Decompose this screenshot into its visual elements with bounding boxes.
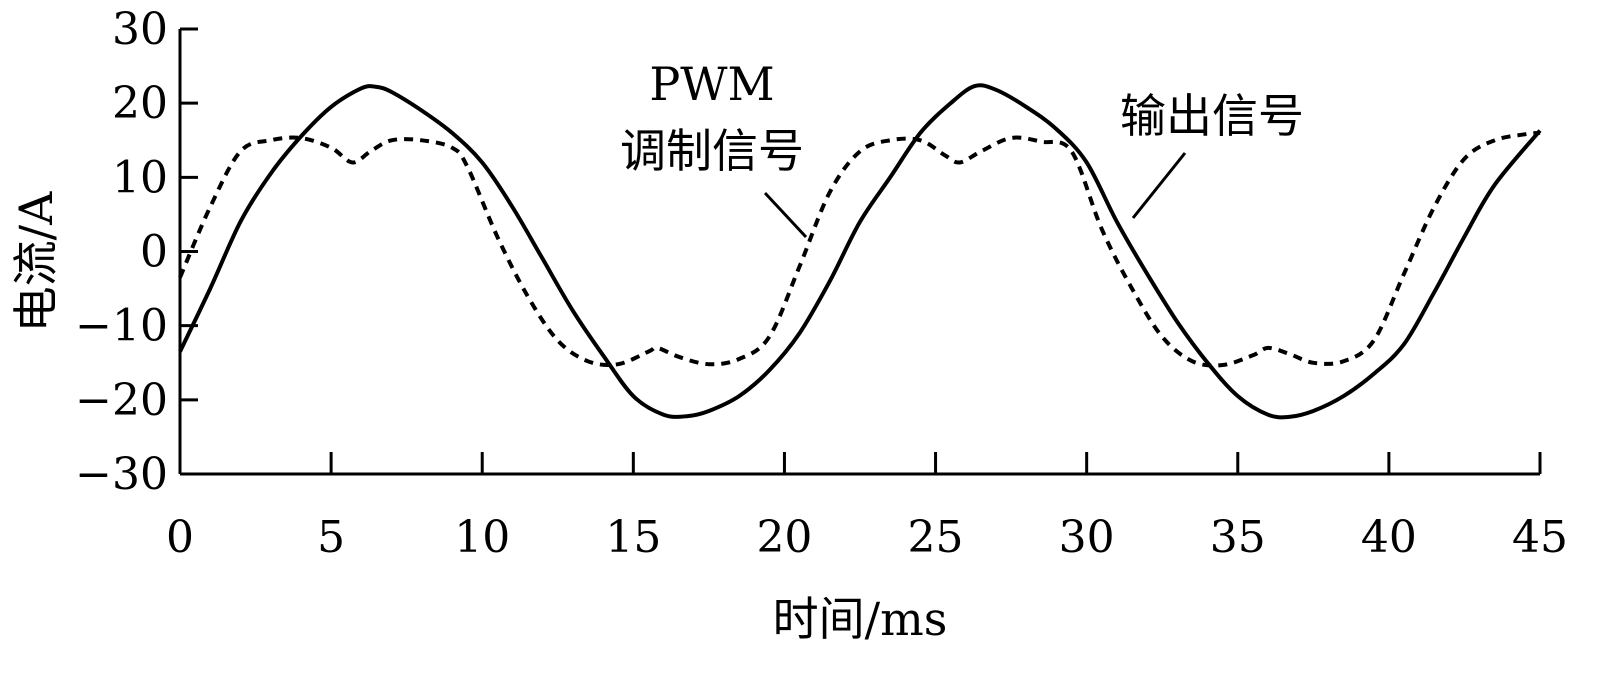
x-ticks: 0 5 10 15 20 25 30 35 40 45	[166, 452, 1568, 563]
x-tick-label: 35	[1210, 512, 1266, 563]
axes: 30 20 10 0 −10 −20 −30 0 5 10 15 20 25 30 35 40 45	[75, 4, 1568, 563]
y-ticks: 30 20 10 0 −10 −20 −30	[75, 4, 198, 500]
x-tick-label: 5	[317, 512, 345, 563]
x-tick-label: 30	[1059, 512, 1115, 563]
y-tick-label: −10	[75, 301, 168, 352]
annotation-pwm-leader	[763, 191, 808, 239]
plot-area	[178, 83, 1542, 420]
x-tick-label: 20	[756, 512, 812, 563]
x-tick-label: 25	[908, 512, 964, 563]
x-tick-label: 0	[166, 512, 194, 563]
annotation-pwm-modulation: 调制信号	[620, 124, 804, 178]
annotations: PWM 调制信号 输出信号	[620, 57, 1304, 239]
x-tick-label: 40	[1361, 512, 1417, 563]
y-tick-label: −30	[75, 449, 168, 500]
output-signal-line	[178, 83, 1542, 420]
annotation-output-leader	[1131, 152, 1187, 219]
x-tick-label: 10	[454, 512, 510, 563]
x-axis-title: 时间/ms	[773, 592, 948, 646]
y-tick-label: 10	[112, 152, 168, 203]
y-tick-label: −20	[75, 375, 168, 426]
y-tick-label: 0	[140, 227, 168, 278]
x-tick-label: 45	[1512, 512, 1568, 563]
annotation-pwm: PWM	[649, 57, 774, 111]
y-axis-title: 电流/A	[9, 191, 63, 332]
y-tick-label: 30	[112, 4, 168, 55]
x-tick-label: 15	[605, 512, 661, 563]
pwm-modulation-signal-line	[178, 130, 1541, 368]
annotation-output-signal: 输出信号	[1120, 89, 1304, 143]
y-tick-label: 20	[112, 78, 168, 129]
